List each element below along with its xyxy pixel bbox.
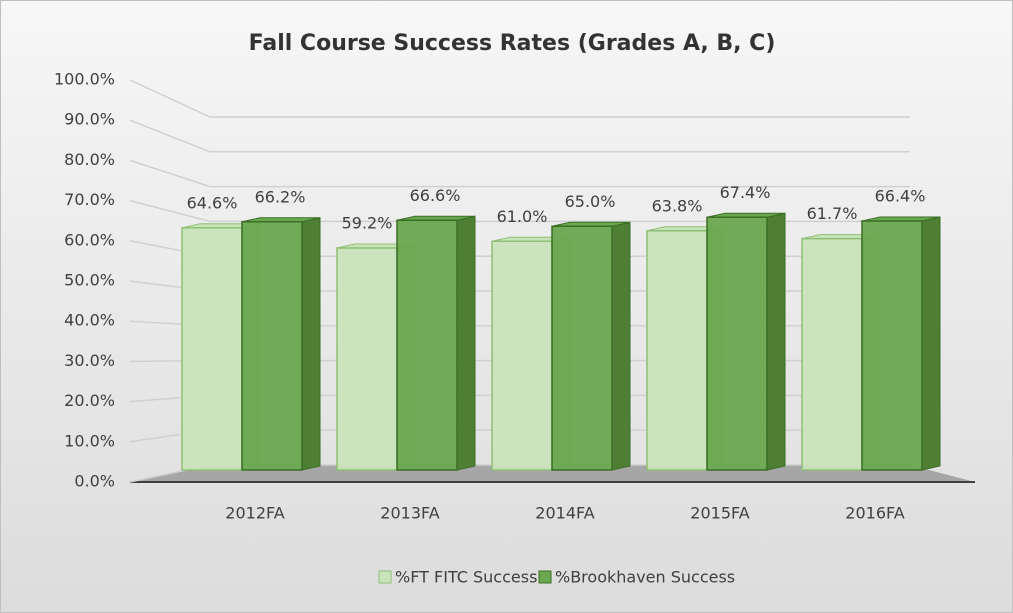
grid-line bbox=[129, 199, 910, 223]
x-tick-label: 2012FA bbox=[225, 504, 284, 523]
bar-side bbox=[611, 221, 631, 471]
legend-swatch bbox=[378, 570, 392, 584]
bar bbox=[396, 219, 458, 471]
grid-line bbox=[129, 159, 910, 188]
data-label: 61.7% bbox=[807, 204, 858, 223]
data-label: 64.6% bbox=[187, 193, 238, 212]
bar bbox=[646, 230, 708, 471]
y-tick-label: 0.0% bbox=[74, 472, 115, 491]
x-tick-label: 2013FA bbox=[380, 504, 439, 523]
x-tick-label: 2016FA bbox=[845, 504, 904, 523]
y-tick-label: 20.0% bbox=[64, 391, 115, 410]
bar-side bbox=[766, 212, 786, 471]
x-tick-label: 2014FA bbox=[535, 504, 594, 523]
legend-swatch bbox=[538, 570, 552, 584]
data-label: 61.0% bbox=[497, 207, 548, 226]
y-tick-label: 90.0% bbox=[64, 110, 115, 129]
y-tick-label: 10.0% bbox=[64, 431, 115, 450]
bar-side bbox=[456, 215, 476, 471]
y-tick-label: 50.0% bbox=[64, 271, 115, 290]
bar bbox=[861, 220, 923, 471]
bar bbox=[241, 221, 303, 471]
grid-line bbox=[129, 79, 910, 118]
bar-side bbox=[921, 216, 941, 471]
bar bbox=[491, 240, 553, 471]
bar bbox=[551, 225, 613, 471]
grid-line bbox=[129, 119, 910, 153]
data-label: 66.6% bbox=[410, 186, 461, 205]
y-tick-label: 80.0% bbox=[64, 150, 115, 169]
bar bbox=[706, 216, 768, 471]
data-label: 63.8% bbox=[652, 196, 703, 215]
data-label: 67.4% bbox=[720, 183, 771, 202]
x-tick-label: 2015FA bbox=[690, 504, 749, 523]
legend-label: %Brookhaven Success bbox=[555, 568, 735, 587]
data-label: 66.4% bbox=[875, 187, 926, 206]
data-label: 59.2% bbox=[342, 214, 393, 233]
data-label: 65.0% bbox=[565, 192, 616, 211]
bar bbox=[181, 227, 243, 471]
bar bbox=[801, 237, 863, 471]
legend-label: %FT FITC Success bbox=[395, 568, 537, 587]
y-tick-label: 60.0% bbox=[64, 230, 115, 249]
chart-title: Fall Course Success Rates (Grades A, B, … bbox=[249, 31, 776, 56]
bar bbox=[336, 247, 398, 471]
y-tick-label: 30.0% bbox=[64, 351, 115, 370]
y-tick-label: 100.0% bbox=[54, 70, 115, 89]
y-tick-label: 40.0% bbox=[64, 311, 115, 330]
data-label: 66.2% bbox=[255, 187, 306, 206]
bar-side bbox=[301, 217, 321, 471]
y-tick-label: 70.0% bbox=[64, 190, 115, 209]
